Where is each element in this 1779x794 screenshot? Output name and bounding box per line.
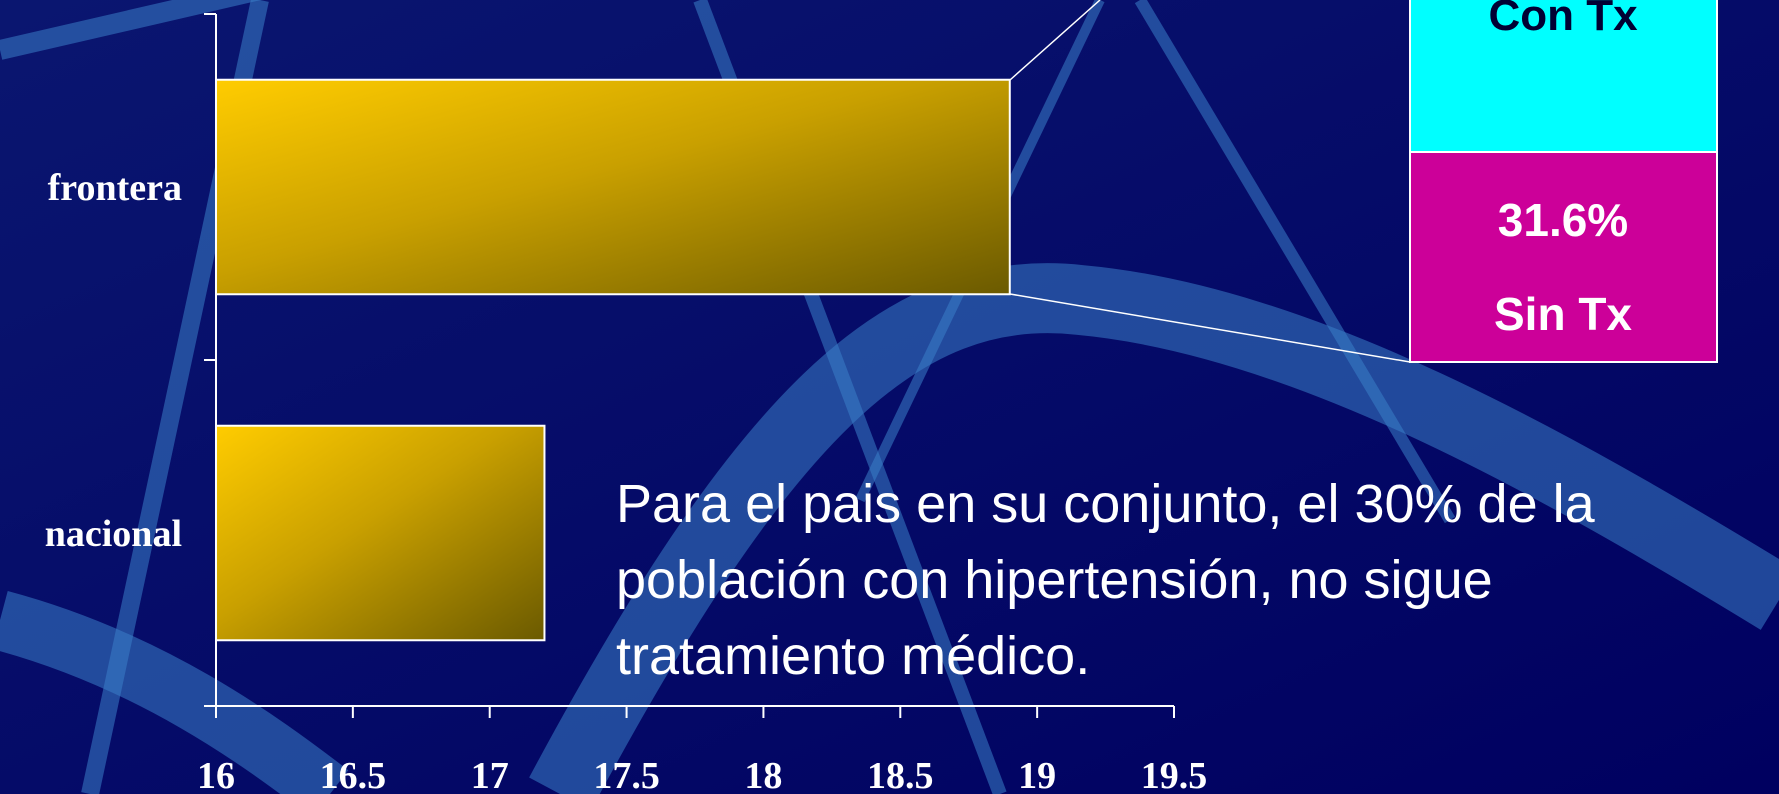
x-tick-label: 16 — [197, 755, 235, 794]
y-tick-label: frontera — [48, 167, 182, 209]
x-tick-label: 17 — [471, 755, 509, 794]
annotation-line: población con hipertensión, no sigue — [616, 550, 1493, 610]
value-label: 31.6% — [1498, 194, 1628, 246]
x-tick-label: 19 — [1018, 755, 1056, 794]
bar — [215, 78, 1011, 296]
annotation-line: tratamiento médico. — [616, 626, 1090, 686]
segment-label: Con Tx — [1488, 0, 1638, 40]
annotation: Para el pais en su conjunto, el 30% de l… — [616, 474, 1596, 686]
bar — [215, 424, 546, 642]
annotation-line: Para el pais en su conjunto, el 30% de l… — [616, 474, 1596, 534]
x-tick-label: 18 — [744, 755, 782, 794]
segment-label: Sin Tx — [1494, 288, 1632, 340]
inset: Con Tx 31.6% Sin Tx — [1409, 0, 1718, 363]
y-tick-label: nacional — [45, 513, 182, 555]
x-tick-label: 16.5 — [320, 755, 387, 794]
x-tick-label: 19.5 — [1141, 755, 1208, 794]
segment — [1409, 0, 1718, 153]
x-tick-label: 17.5 — [593, 755, 660, 794]
segment — [1409, 151, 1718, 363]
callout-lines — [1009, 0, 1411, 363]
plot: 16 16.5 17 17.5 18 18.5 19 19.5 frontera nacional — [45, 13, 1208, 794]
x-tick-label: 18.5 — [867, 755, 934, 794]
